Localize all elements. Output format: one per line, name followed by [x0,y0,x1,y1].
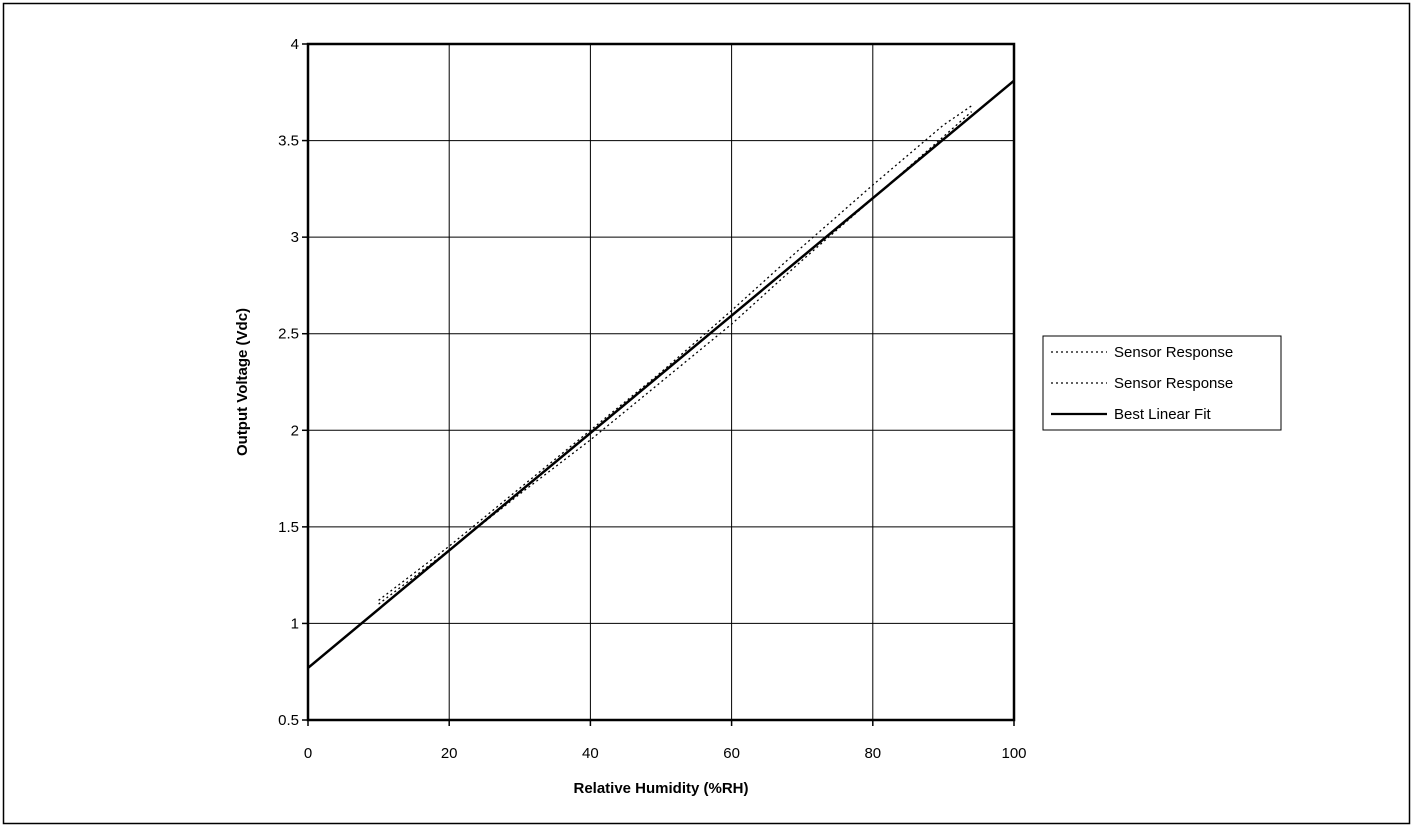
x-tick-label: 60 [723,745,740,762]
x-axis: 0 20 40 60 80 100 [304,720,1027,762]
plot-area [308,44,1014,720]
x-tick-label: 40 [582,745,599,762]
y-tick-label: 1 [291,615,299,632]
x-tick-label: 100 [1001,745,1026,762]
y-tick-label: 0.5 [278,712,299,729]
y-tick-label: 4 [291,36,299,53]
y-tick-label: 3 [291,229,299,246]
y-tick-label: 2 [291,422,299,439]
legend-label-best-linear-fit: Best Linear Fit [1114,406,1212,423]
y-axis: 0.5 1 1.5 2 2.5 3 3.5 4 [278,36,308,729]
y-tick-label: 3.5 [278,133,299,150]
gridlines [308,44,1014,720]
x-tick-label: 80 [864,745,881,762]
series-layer [307,79,1015,669]
legend-label-sensor-response-2: Sensor Response [1114,375,1233,392]
x-tick-label: 0 [304,745,312,762]
series-line-best-linear-fit-3 [307,79,1015,669]
x-tick-label: 20 [441,745,458,762]
y-tick-label: 1.5 [278,519,299,536]
legend: Sensor Response Sensor Response Best Lin… [1042,335,1282,431]
legend-label-sensor-response-1: Sensor Response [1114,344,1233,361]
plot-border [306,42,1016,722]
x-axis-title: Relative Humidity (%RH) [573,780,748,797]
y-tick-label: 2.5 [278,326,299,343]
y-axis-title: Output Voltage (Vdc) [234,308,251,456]
